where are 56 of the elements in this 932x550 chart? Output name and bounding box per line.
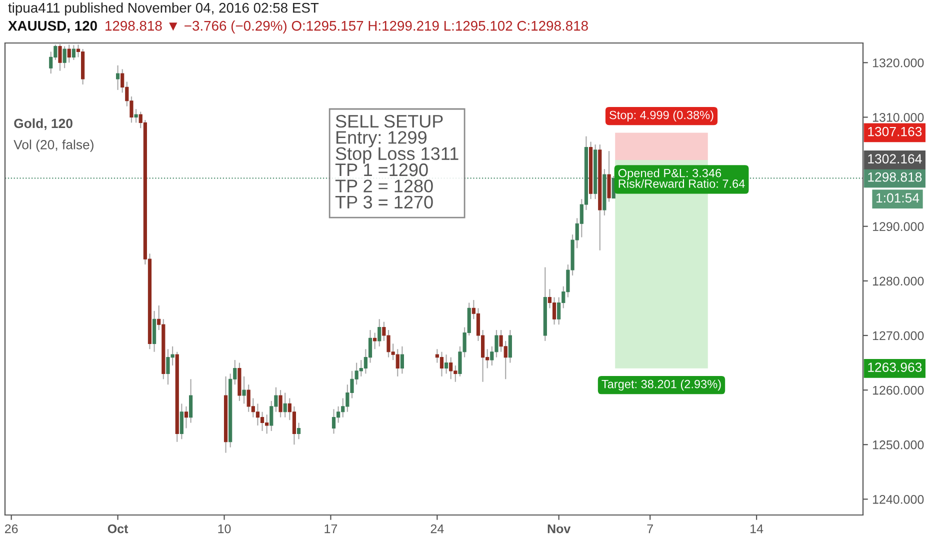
y-tick-label: 1260.000: [872, 386, 924, 395]
x-tick-label: 14: [750, 524, 764, 534]
candlestick: [378, 318, 382, 347]
y-tick-label: 1270.000: [872, 331, 924, 340]
candlestick: [508, 329, 512, 364]
chart-title: XAUUSD, 120: [8, 20, 97, 33]
candlestick: [58, 44, 62, 72]
candlestick: [444, 354, 448, 374]
candlestick: [283, 392, 287, 418]
candlestick: [242, 376, 246, 404]
candlestick: [260, 411, 264, 432]
y-tick-label: 1290.000: [872, 222, 924, 231]
annotation: Opened P&L: 3.346 Risk/Reward Ratio: 7.64: [618, 168, 745, 188]
y-tick-label: 1310.000: [872, 113, 924, 122]
candlestick: [607, 150, 611, 202]
candlestick: [292, 406, 296, 446]
candlestick: [180, 403, 184, 440]
annotation: SELL SETUP Entry: 1299 Stop Loss 1311 TP 1 =1290 TP 2 = 1280 TP 3 = 1270: [335, 114, 458, 209]
text: 1:01:54: [876, 193, 920, 203]
candlestick: [440, 351, 444, 377]
candlestick: [184, 406, 188, 429]
x-tick-label: 24: [430, 524, 444, 534]
candlestick: [552, 296, 556, 326]
text: 1302.164: [868, 154, 922, 164]
text: 1298.818 ▼ −3.766 (−0.29%) O:1295.157 H:1299.219 L:1295.102 C:1298.818: [106, 20, 588, 34]
data-label: Target: 38.201 (2.93%): [602, 380, 721, 391]
x-tick-label: 26: [5, 524, 18, 534]
candlestick: [400, 346, 404, 374]
text: 1307.163: [868, 126, 922, 136]
y-tick-label: 1280.000: [872, 276, 924, 286]
candlestick: [116, 64, 120, 90]
candlestick: [134, 108, 138, 124]
data-label: Stop: 4.999 (0.38%): [610, 110, 714, 122]
candlestick: [332, 408, 336, 434]
x-tick-label: 17: [324, 524, 338, 534]
candlestick: [188, 378, 193, 424]
annotation: Gold, 120: [14, 118, 72, 130]
candlestick: [62, 46, 66, 69]
y-tick-label: 1250.000: [872, 440, 924, 450]
ref-line-label: 1298.818: [868, 172, 922, 182]
candlestick: [612, 175, 616, 200]
candlestick: [72, 44, 76, 60]
candlestick: [278, 389, 282, 418]
chart-subtitle: tipua411 published November 04, 2016 02:58 EST: [8, 2, 319, 16]
candlestick: [373, 332, 377, 350]
text: 1263.963: [868, 362, 922, 372]
y-tick-label: 1240.000: [872, 494, 924, 504]
x-tick-label: 7: [647, 524, 653, 534]
candlestick: [67, 44, 71, 64]
x-tick-label: 10: [218, 524, 231, 534]
y-tick-label: 1320.000: [872, 58, 924, 68]
x-tick-label: Oct: [108, 524, 128, 534]
annotation: Vol (20, false): [14, 140, 94, 152]
candlestick: [296, 422, 301, 440]
x-tick-label: Nov: [548, 524, 571, 534]
candlestick: [256, 403, 260, 426]
